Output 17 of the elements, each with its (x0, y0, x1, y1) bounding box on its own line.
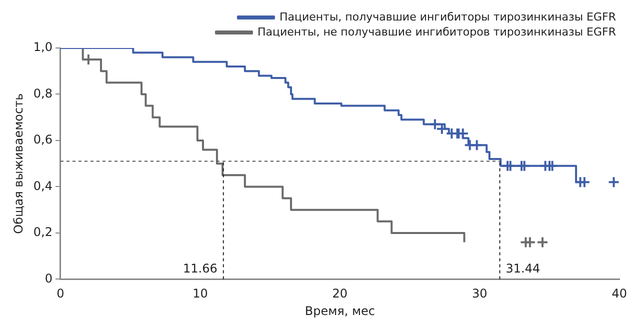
y-tick-label: 0,4 (33, 178, 52, 193)
y-tick-label: 0 (44, 271, 52, 286)
x-tick-label: 0 (56, 286, 64, 301)
x-axis-title: Время, мес (304, 304, 376, 318)
y-tick-label: 1,0 (33, 40, 52, 54)
legend-label: Пациенты, не получавшие ингибиторов тирозинкиназы EGFR (257, 25, 616, 38)
y-axis-title: Общая выживаемость (11, 93, 26, 234)
y-tick-label: 0,2 (33, 225, 52, 240)
y-tick-label: 0,8 (33, 86, 52, 100)
ref-line-label: 11.66 (183, 261, 218, 276)
x-tick-label: 20 (332, 286, 348, 301)
y-tick-label: 0,6 (33, 132, 52, 147)
x-tick-label: 10 (192, 286, 208, 301)
legend-label: Пациенты, получавшие ингибиторы тирозинкиназы EGFR (279, 10, 616, 24)
x-tick-label: 30 (472, 286, 488, 301)
ref-line-label: 31.44 (506, 261, 540, 276)
x-tick-label: 40 (612, 286, 628, 301)
